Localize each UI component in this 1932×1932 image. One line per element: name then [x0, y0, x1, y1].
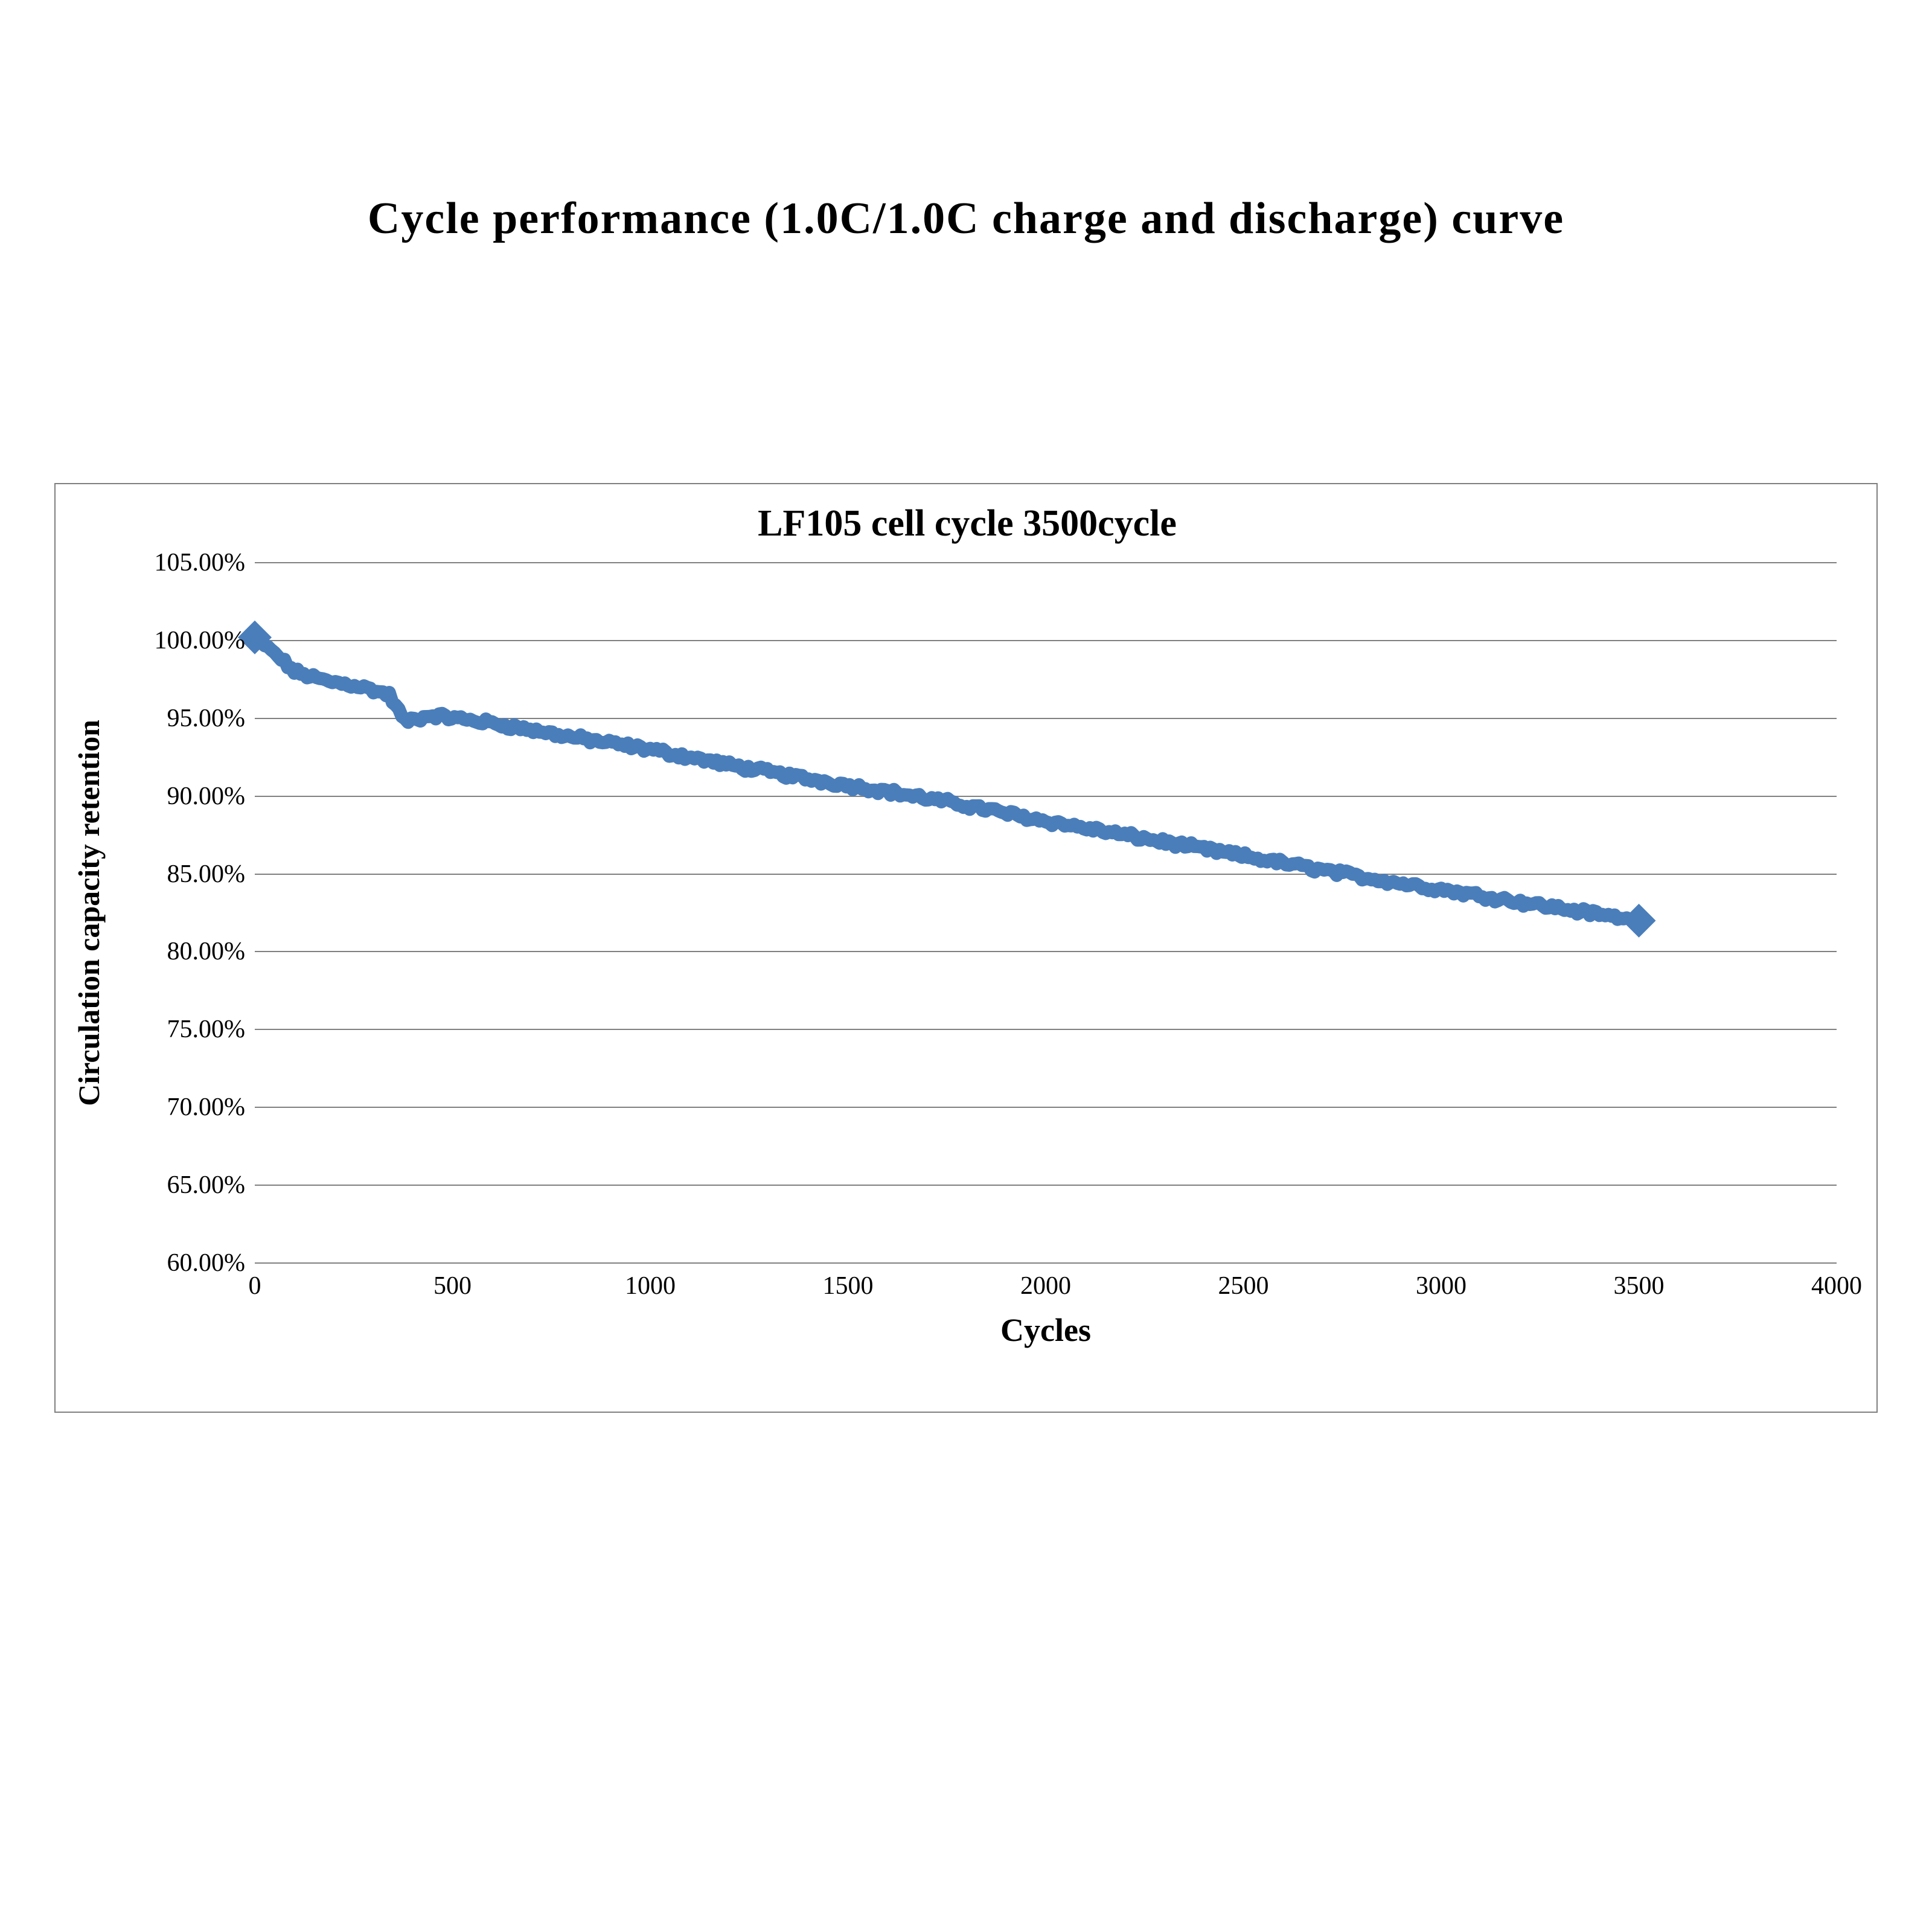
x-tick-label: 500: [433, 1271, 472, 1300]
chart-container: LF105 cell cycle 3500cycle Circulation c…: [54, 483, 1878, 1413]
chart-title: LF105 cell cycle 3500cycle: [56, 502, 1879, 545]
y-tick-label: 105.00%: [124, 548, 245, 577]
y-tick-label: 60.00%: [124, 1249, 245, 1278]
y-tick-label: 80.00%: [124, 937, 245, 966]
y-tick-label: 95.00%: [124, 704, 245, 733]
page-root: { "page": { "width": 3200, "height": 320…: [0, 0, 1932, 1932]
y-tick-label: 65.00%: [124, 1171, 245, 1200]
x-tick-label: 1000: [625, 1271, 676, 1300]
x-tick-label: 1500: [823, 1271, 874, 1300]
x-tick-label: 4000: [1811, 1271, 1862, 1300]
page-title: Cycle performance (1.0C/1.0C charge and …: [0, 193, 1932, 245]
x-tick-label: 2500: [1218, 1271, 1269, 1300]
x-tick-label: 0: [249, 1271, 261, 1300]
series-line: [255, 563, 1837, 1263]
y-tick-label: 70.00%: [124, 1093, 245, 1122]
y-tick-label: 75.00%: [124, 1015, 245, 1044]
y-tick-label: 90.00%: [124, 782, 245, 811]
y-tick-label: 100.00%: [124, 626, 245, 655]
y-tick-label: 85.00%: [124, 860, 245, 889]
plot-area: [255, 563, 1837, 1263]
y-axis-title: Circulation capacity retention: [71, 720, 106, 1106]
x-axis-title: Cycles: [1000, 1311, 1091, 1349]
x-tick-label: 3500: [1614, 1271, 1665, 1300]
x-tick-label: 3000: [1416, 1271, 1467, 1300]
x-tick-label: 2000: [1020, 1271, 1071, 1300]
